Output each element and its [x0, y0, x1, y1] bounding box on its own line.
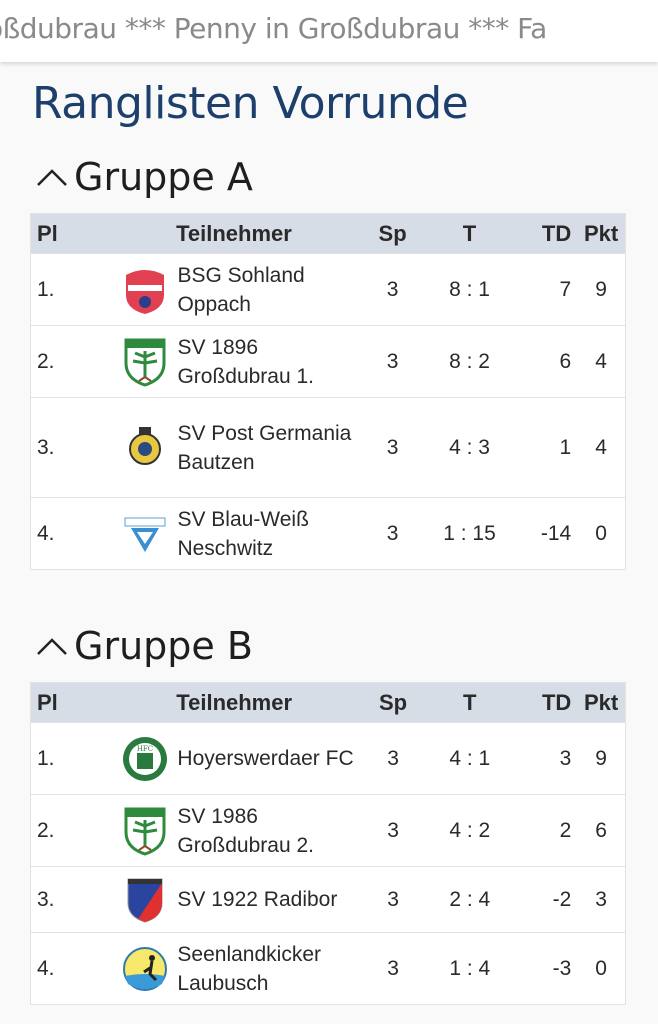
place: 3.: [30, 397, 112, 498]
goal-diff: -3: [510, 932, 578, 1005]
games: 3: [356, 253, 430, 326]
col-pkt: Pkt: [577, 213, 626, 254]
chevron-up-icon: [37, 638, 67, 655]
col-pl: Pl: [30, 682, 112, 723]
page-title: Ranglisten Vorrunde: [32, 78, 469, 129]
goals: 1 : 15: [429, 497, 510, 570]
table-row: 2. SV 1896 Großdubrau 1. 3 8 : 2 6 4: [30, 325, 626, 398]
games: 3: [356, 794, 430, 867]
table-row: 2. SV 1986 Großdubrau 2. 3 4 : 2 2 6: [30, 794, 626, 867]
col-pl: Pl: [30, 213, 112, 254]
standings-table: Pl Teilnehmer Sp T TD Pkt 1. HFC Hoyersw…: [30, 682, 626, 1005]
goals: 4 : 3: [429, 397, 510, 498]
team-name: BSG Sohland Oppach: [177, 253, 357, 326]
points: 4: [577, 397, 626, 498]
place: 1.: [30, 722, 112, 795]
table-row: 3. SV Post Germania Bautzen 3 4 : 3 1 4: [30, 397, 626, 498]
place: 2.: [30, 794, 112, 867]
points: 3: [577, 866, 626, 933]
col-pkt: Pkt: [577, 682, 626, 723]
col-td: TD: [509, 213, 578, 254]
group-title: Gruppe A: [74, 155, 253, 199]
svg-text:HFC: HFC: [136, 745, 152, 753]
goals: 4 : 1: [429, 722, 510, 795]
goals: 8 : 1: [429, 253, 510, 326]
col-sp: Sp: [356, 213, 430, 254]
sv-blau-weiss-logo: [111, 497, 178, 570]
chevron-up-icon: [37, 169, 67, 186]
points: 4: [577, 325, 626, 398]
seenlandkicker-logo: [111, 932, 178, 1005]
col-td: TD: [510, 682, 578, 723]
team-name: SV 1896 Großdubrau 1.: [177, 325, 357, 398]
goal-diff: -14: [509, 497, 578, 570]
place: 1.: [30, 253, 112, 326]
col-team: Teilnehmer: [111, 682, 357, 723]
goals: 8 : 2: [429, 325, 510, 398]
table-row: 1. BSG Sohland Oppach 3 8 : 1 7 9: [30, 253, 626, 326]
points: 9: [577, 253, 626, 326]
place: 4.: [30, 497, 112, 570]
bsg-sohland-logo: [111, 253, 178, 326]
points: 0: [577, 497, 626, 570]
games: 3: [356, 497, 430, 570]
points: 6: [577, 794, 626, 867]
table-row: 3. SV 1922 Radibor 3 2 : 4 -2 3: [30, 866, 626, 933]
points: 9: [577, 722, 626, 795]
sv-grossdubrau-logo: [111, 794, 178, 867]
team-name: SV Blau-Weiß Neschwitz: [177, 497, 357, 570]
games: 3: [356, 722, 430, 795]
points: 0: [577, 932, 626, 1005]
team-name: Seenlandkicker Laubusch: [177, 932, 357, 1005]
sv-grossdubrau-logo: [111, 325, 178, 398]
col-t: T: [429, 213, 510, 254]
games: 3: [356, 866, 430, 933]
goal-diff: -2: [510, 866, 578, 933]
team-name: SV 1986 Großdubrau 2.: [177, 794, 357, 867]
col-team: Teilnehmer: [111, 213, 357, 254]
goals: 1 : 4: [429, 932, 510, 1005]
goal-diff: 3: [510, 722, 578, 795]
table-row: 1. HFC Hoyerswerdaer FC 3 4 : 1 3 9: [30, 722, 626, 795]
team-name: Hoyerswerdaer FC: [177, 722, 357, 795]
standings-table: Pl Teilnehmer Sp T TD Pkt 1. BSG Sohland…: [30, 213, 626, 570]
col-sp: Sp: [356, 682, 430, 723]
place: 3.: [30, 866, 112, 933]
col-t: T: [429, 682, 510, 723]
goal-diff: 1: [509, 397, 578, 498]
group-toggle[interactable]: Gruppe B: [36, 624, 253, 668]
games: 3: [356, 397, 430, 498]
table-header: Pl Teilnehmer Sp T TD Pkt: [30, 682, 626, 723]
goal-diff: 6: [509, 325, 578, 398]
games: 3: [356, 325, 430, 398]
goals: 4 : 2: [429, 794, 510, 867]
ticker-text: oßdubrau *** Penny in Großdubrau *** Fa: [0, 12, 547, 45]
table-header: Pl Teilnehmer Sp T TD Pkt: [30, 213, 626, 254]
group-toggle[interactable]: Gruppe A: [36, 155, 253, 199]
table-row: 4. Seenlandkicker Laubusch 3 1 : 4 -3 0: [30, 932, 626, 1005]
team-name: SV Post Germania Bautzen: [177, 397, 357, 498]
sv-post-germania-logo: [111, 397, 178, 498]
hfc-logo: HFC: [111, 722, 178, 795]
sv-radibor-logo: [111, 866, 178, 933]
news-ticker: oßdubrau *** Penny in Großdubrau *** Fa: [0, 0, 658, 62]
goals: 2 : 4: [429, 866, 510, 933]
games: 3: [356, 932, 430, 1005]
goal-diff: 2: [510, 794, 578, 867]
place: 2.: [30, 325, 112, 398]
team-name: SV 1922 Radibor: [177, 866, 357, 933]
group-title: Gruppe B: [74, 624, 253, 668]
goal-diff: 7: [509, 253, 578, 326]
table-row: 4. SV Blau-Weiß Neschwitz 3 1 : 15 -14 0: [30, 497, 626, 570]
place: 4.: [30, 932, 112, 1005]
